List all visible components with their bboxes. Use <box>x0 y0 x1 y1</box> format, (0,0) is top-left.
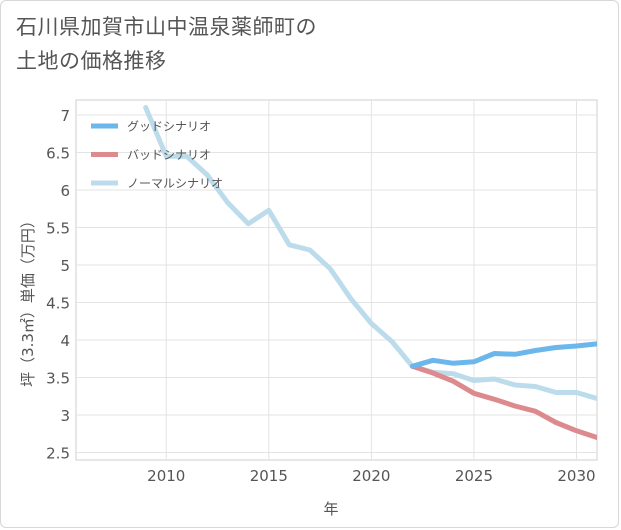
series-line-2 <box>143 105 597 401</box>
y-tick-label: 6 <box>60 182 70 200</box>
y-axis-label: 坪（3.3㎡）単価（万円） <box>19 213 37 387</box>
y-tick-label: 3.5 <box>46 370 70 388</box>
y-tick-label: 4.5 <box>46 295 70 313</box>
y-tick-label: 4 <box>60 332 70 350</box>
tick-labels: 2.5 3 3.5 4 4.5 5 5.5 6 6.5 7 2010 2015 2020 2025 2030 <box>46 107 595 485</box>
x-tick-label: 2025 <box>455 467 493 485</box>
chart-title: 石川県加賀市山中温泉薬師町の 土地の価格推移 <box>16 15 317 73</box>
x-axis-label: 年 <box>323 500 338 518</box>
y-tick-label: 3 <box>60 407 70 425</box>
series-line-0 <box>409 341 597 369</box>
y-tick-label: 2.5 <box>46 445 70 463</box>
legend-label: グッドシナリオ <box>127 120 211 134</box>
x-tick-label: 2015 <box>250 467 288 485</box>
x-tick-label: 2010 <box>147 467 185 485</box>
y-tick-label: 6.5 <box>46 145 70 163</box>
series-layer <box>143 105 597 440</box>
y-tick-label: 7 <box>60 107 70 125</box>
legend-label: ノーマルシナリオ <box>127 177 223 191</box>
x-tick-label: 2020 <box>352 467 390 485</box>
y-tick-label: 5.5 <box>46 220 70 238</box>
series-line-1 <box>409 363 597 440</box>
legend-label: バッドシナリオ <box>127 148 211 162</box>
y-tick-label: 5 <box>60 257 70 275</box>
x-tick-label: 2030 <box>557 467 595 485</box>
